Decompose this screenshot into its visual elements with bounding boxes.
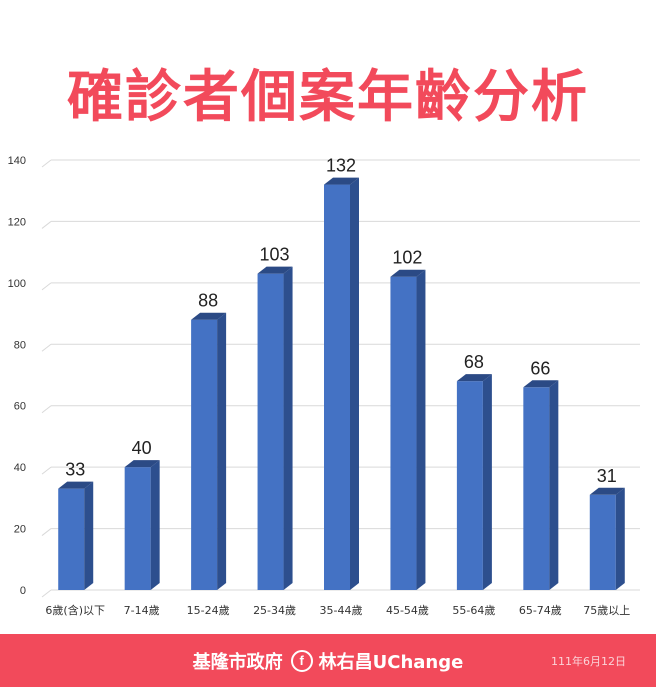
y-tick-label: 140	[8, 155, 26, 167]
x-tick-label: 25-34歲	[253, 603, 296, 617]
x-tick-label: 75歲以上	[583, 603, 630, 617]
bar-top	[58, 481, 94, 489]
gridline-tick	[41, 221, 52, 229]
bar-side	[416, 269, 426, 590]
bar	[257, 273, 284, 590]
facebook-icon: f	[290, 649, 313, 672]
gridline-tick	[41, 159, 52, 168]
bar-side	[283, 266, 293, 590]
bar-top	[324, 177, 359, 185]
bar-side	[217, 312, 227, 590]
bar-top	[589, 487, 625, 495]
x-tick-label: 35-44歲	[320, 603, 363, 617]
data-label: 102	[392, 248, 422, 268]
y-tick-label: 40	[14, 462, 26, 474]
bar-side	[350, 177, 359, 591]
bar-top	[390, 269, 426, 277]
bar	[124, 467, 151, 590]
y-tick-label: 80	[14, 339, 26, 351]
gridline-tick	[41, 589, 52, 598]
footer-page-name: 林右昌UChange	[318, 651, 464, 673]
bar-top	[191, 312, 227, 320]
x-tick-label: 7-14歲	[124, 603, 160, 617]
bar-side	[150, 460, 160, 590]
data-label: 66	[530, 358, 550, 378]
x-tick-label: 55-64歲	[452, 603, 495, 617]
footer-date: 111年6月12日	[551, 654, 626, 668]
y-tick-label: 120	[8, 216, 26, 228]
data-label: 68	[464, 352, 484, 372]
bar	[58, 488, 85, 590]
bar-top	[523, 380, 559, 388]
bar-side	[549, 380, 559, 590]
data-label: 132	[326, 156, 356, 176]
data-label: 40	[132, 438, 152, 458]
y-tick-label: 0	[20, 585, 26, 597]
gridline-tick	[41, 528, 52, 536]
gridline-tick	[41, 405, 52, 414]
gridline-tick	[41, 282, 52, 291]
data-label: 103	[260, 245, 290, 265]
y-tick-label: 20	[14, 524, 26, 536]
bar-top	[124, 460, 160, 468]
bar	[456, 381, 483, 590]
footer-bar: 基隆市政府 f 林右昌UChange 111年6月12日	[0, 634, 656, 687]
bar-side	[84, 481, 94, 590]
footer-credits: 基隆市政府 f 林右昌UChange	[0, 634, 656, 687]
chart-title: 確診者個案年齡分析	[67, 65, 589, 130]
bar	[523, 387, 550, 590]
x-tick-label: 45-54歲	[386, 603, 429, 617]
y-tick-label: 60	[14, 401, 26, 413]
bar-side	[482, 374, 492, 590]
footer-org: 基隆市政府	[192, 651, 283, 673]
gridline-tick	[41, 343, 52, 352]
data-label: 31	[597, 466, 617, 486]
bar-chart: 0 20 40 60 80 100 120 140 33 6歲(含)以下 40 7-14歲 88 15-2…	[8, 155, 640, 617]
x-tick-label: 15-24歲	[187, 603, 230, 617]
gridline-tick	[41, 466, 52, 475]
data-label: 88	[198, 291, 218, 311]
bar	[589, 494, 616, 590]
data-label: 33	[65, 460, 85, 480]
bar-top	[257, 266, 293, 274]
x-tick-label: 65-74歲	[519, 603, 562, 617]
y-tick-label: 100	[8, 278, 26, 290]
bar-side	[615, 487, 625, 590]
x-tick-label: 6歲(含)以下	[45, 603, 105, 617]
bar-top	[456, 374, 492, 382]
bar	[324, 184, 350, 591]
bar	[390, 276, 417, 590]
bar	[191, 319, 218, 590]
